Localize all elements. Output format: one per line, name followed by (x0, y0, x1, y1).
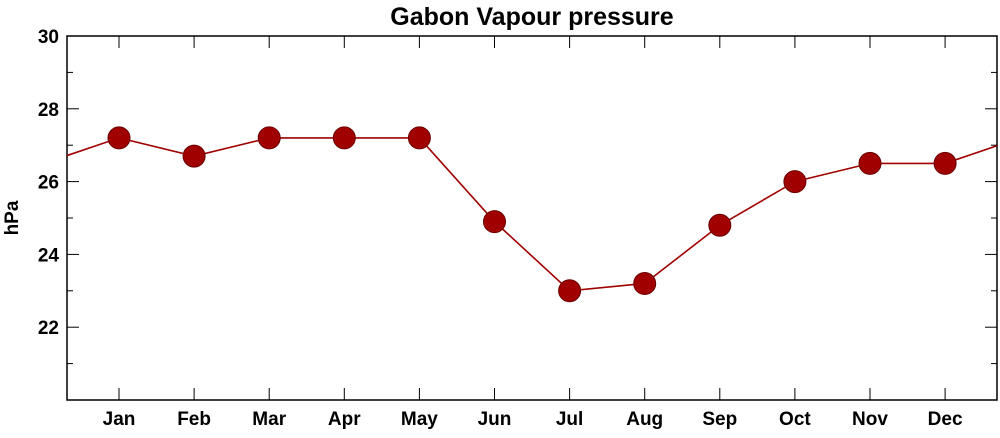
x-tick-label: Apr (328, 409, 361, 430)
x-tick-label: Nov (852, 409, 888, 430)
y-tick-label: 26 (38, 173, 59, 194)
x-tick-label: Aug (626, 409, 663, 430)
data-point-aug (633, 272, 657, 296)
data-point-nov (858, 151, 882, 175)
axis-ticks (67, 35, 997, 400)
x-tick-label: Jun (478, 409, 512, 430)
x-tick-label: Mar (252, 409, 286, 430)
data-point-jul (558, 279, 582, 303)
y-axis-label: hPa (2, 200, 23, 235)
data-point-oct (783, 170, 807, 194)
data-point-dec (933, 151, 957, 175)
data-point-mar (257, 126, 281, 150)
x-tick-labels: Jan Feb Mar Apr May Jun Jul Aug Sep Oct Nov Dec (103, 409, 963, 430)
series-line (66, 137, 998, 292)
x-tick-label: Feb (177, 409, 211, 430)
y-tick-label: 28 (38, 100, 59, 121)
data-point-may (407, 126, 431, 150)
x-tick-label: Oct (779, 409, 811, 430)
y-tick-labels: 22 24 26 28 30 (38, 27, 60, 339)
x-tick-label: Dec (928, 409, 963, 430)
y-tick-label: 22 (38, 318, 59, 339)
chart-title: Gabon Vapour pressure (390, 3, 674, 31)
plot-frame (66, 35, 998, 401)
data-point-sep (708, 213, 732, 237)
x-tick-label: Sep (702, 409, 737, 430)
y-tick-label: 24 (38, 245, 60, 266)
data-point-feb (182, 144, 206, 168)
data-series (66, 126, 998, 303)
x-tick-label: Jul (556, 409, 583, 430)
x-tick-label: Jan (103, 409, 136, 430)
y-tick-label: 30 (38, 27, 59, 48)
x-tick-label: May (401, 409, 438, 430)
data-point-apr (332, 126, 356, 150)
data-point-jan (107, 126, 131, 150)
data-point-jun (483, 210, 506, 234)
